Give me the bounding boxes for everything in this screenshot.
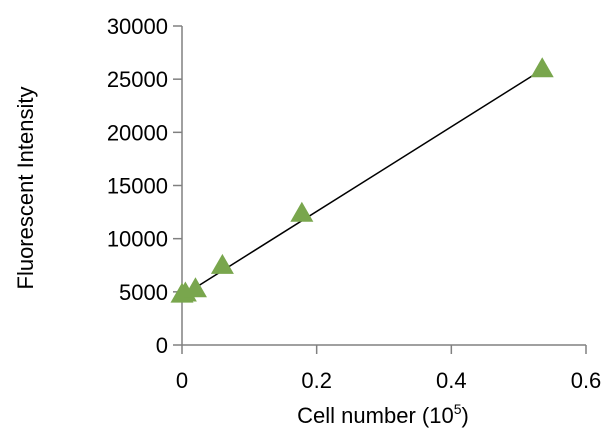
trendline-group [181, 68, 543, 297]
x-axis-ticks: 0 0.2 0.4 0.6 [176, 345, 601, 393]
y-axis-title: Fluorescent Intensity [13, 87, 38, 290]
data-point-triangle [290, 201, 314, 222]
x-tick-label: 0 [176, 368, 188, 393]
y-tick-label: 10000 [107, 227, 168, 252]
y-axis-ticks: 0 5000 10000 15000 20000 25000 30000 [107, 14, 182, 358]
data-points [170, 57, 554, 303]
y-tick-label: 15000 [107, 174, 168, 199]
chart-axes [181, 26, 586, 346]
y-tick-label: 30000 [107, 14, 168, 39]
data-point-triangle [530, 57, 554, 78]
y-tick-label: 0 [156, 333, 168, 358]
x-axis-title-main: Cell number (10 [297, 403, 454, 428]
x-tick-label: 0.4 [436, 368, 467, 393]
x-axis-title-superscript: 5 [454, 401, 462, 417]
y-tick-label: 5000 [119, 280, 168, 305]
trendline [181, 68, 543, 297]
x-tick-label: 0.2 [301, 368, 332, 393]
data-point-triangle [210, 253, 234, 274]
x-tick-label: 0.6 [571, 368, 602, 393]
y-tick-label: 25000 [107, 67, 168, 92]
x-axis-title-suffix: ) [461, 403, 468, 428]
data-point-triangle [183, 277, 207, 298]
x-axis-title: Cell number (105) [297, 401, 469, 428]
y-tick-label: 20000 [107, 120, 168, 145]
